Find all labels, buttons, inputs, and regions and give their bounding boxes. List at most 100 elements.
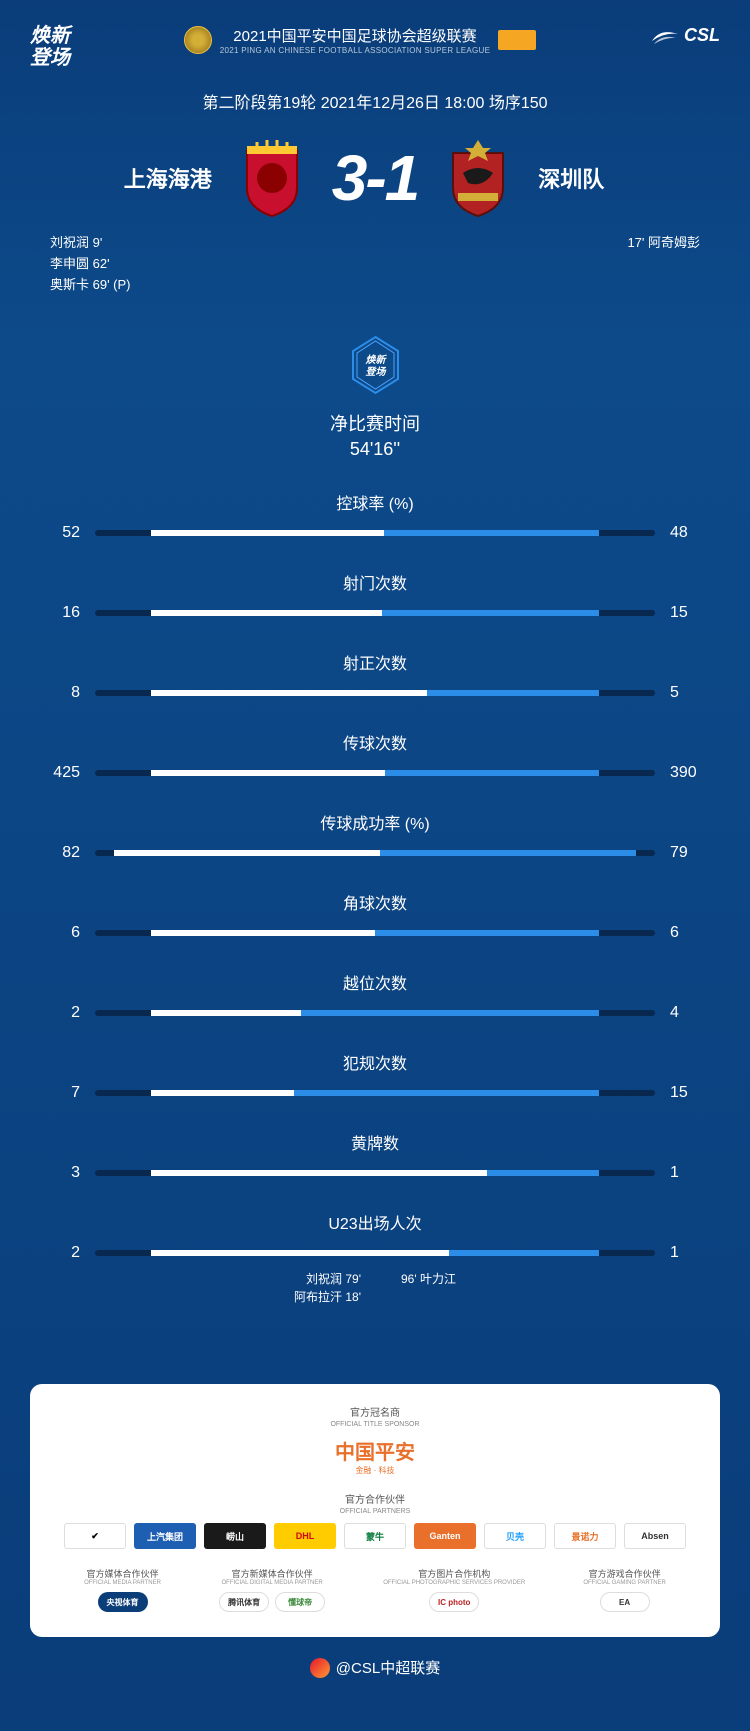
cfa-logo-icon bbox=[184, 26, 212, 54]
stat-row: 传球次数425390 bbox=[45, 730, 705, 782]
partner-badge: 崂山 bbox=[204, 1523, 266, 1549]
hex-badge: 焕新 登场 bbox=[0, 335, 750, 395]
partner-logo: 央视体育 bbox=[98, 1592, 148, 1612]
partner-badge: Ganten bbox=[414, 1523, 476, 1549]
bottom-partner-col: 官方游戏合作伙伴OFFICIAL GAMING PARTNEREA bbox=[583, 1567, 666, 1612]
score-row: 上海海港 3-1 深圳队 bbox=[0, 138, 750, 218]
title-sponsor-sub: OFFICIAL TITLE SPONSOR bbox=[55, 1421, 695, 1428]
stat-label: 控球率 (%) bbox=[45, 490, 705, 514]
stat-row: 角球次数66 bbox=[45, 890, 705, 942]
stat-row: 控球率 (%) 52 48 bbox=[45, 490, 705, 542]
stat-away-value: 390 bbox=[670, 764, 705, 782]
stat-label: 越位次数 bbox=[45, 970, 705, 994]
stat-bar bbox=[95, 1090, 655, 1096]
stat-away-value: 4 bbox=[670, 1004, 705, 1022]
home-team-name: 上海海港 bbox=[112, 162, 212, 194]
partner-row: ✔上汽集团崂山DHL蒙牛Ganten贝壳景诺力Absen bbox=[55, 1523, 695, 1549]
stat-bar bbox=[95, 930, 655, 936]
pingan-logo: 中国平安 bbox=[55, 1436, 695, 1465]
stat-row: 射正次数 8 5 bbox=[45, 650, 705, 702]
partner-logo: 懂球帝 bbox=[275, 1592, 325, 1612]
score: 3-1 bbox=[332, 141, 419, 215]
partner-badge: 上汽集团 bbox=[134, 1523, 196, 1549]
league-header: 2021中国平安中国足球协会超级联赛 2021 PING AN CHINESE … bbox=[70, 25, 650, 60]
title-sponsor: 官方冠名商 OFFICIAL TITLE SPONSOR 中国平安 金融 · 科… bbox=[55, 1404, 695, 1476]
footer: @CSL中超联赛 bbox=[0, 1657, 750, 1713]
stat-label: 射正次数 bbox=[45, 650, 705, 674]
stat-label: U23出场人次 bbox=[45, 1210, 705, 1234]
stat-home-value: 8 bbox=[45, 684, 80, 702]
match-stats-infographic: 焕新 登场 2021中国平安中国足球协会超级联赛 2021 PING AN CH… bbox=[0, 0, 750, 1713]
stat-home-value: 82 bbox=[45, 844, 80, 862]
partner-badge: Absen bbox=[624, 1523, 686, 1549]
stat-bar bbox=[95, 690, 655, 696]
stat-bar bbox=[95, 1170, 655, 1176]
away-crest-icon bbox=[443, 138, 513, 218]
bottom-partners: 官方媒体合作伙伴OFFICIAL MEDIA PARTNER央视体育 官方新媒体合… bbox=[55, 1567, 695, 1612]
net-time: 净比赛时间 54'16'' bbox=[0, 410, 750, 460]
stat-home-value: 52 bbox=[45, 524, 80, 542]
partner-badge: ✔ bbox=[64, 1523, 126, 1549]
league-name: 2021中国平安中国足球协会超级联赛 bbox=[220, 25, 491, 46]
league-sub: 2021 PING AN CHINESE FOOTBALL ASSOCIATIO… bbox=[220, 46, 491, 55]
stat-bar bbox=[95, 1250, 655, 1256]
svg-text:焕新: 焕新 bbox=[365, 354, 387, 366]
stat-row: 越位次数 2 4 bbox=[45, 970, 705, 1022]
stat-away-value: 15 bbox=[670, 604, 705, 622]
stat-away-value: 5 bbox=[670, 684, 705, 702]
partner-badge: 贝壳 bbox=[484, 1523, 546, 1549]
net-time-value: 54'16'' bbox=[0, 439, 750, 460]
bottom-partner-col: 官方图片合作机构OFFICIAL PHOTOGRAPHIC SERVICES P… bbox=[383, 1567, 525, 1612]
stat-home-value: 425 bbox=[45, 764, 80, 782]
svg-text:登场: 登场 bbox=[365, 366, 386, 378]
home-scorers: 刘祝润 9'李申圆 62'奥斯卡 69' (P) bbox=[50, 233, 131, 295]
official-partners: 官方合作伙伴 OFFICIAL PARTNERS ✔上汽集团崂山DHL蒙牛Gan… bbox=[55, 1491, 695, 1549]
stat-bar bbox=[95, 850, 655, 856]
pingan-tagline: 金融 · 科技 bbox=[55, 1465, 695, 1476]
home-score: 3 bbox=[332, 142, 366, 214]
stat-bar bbox=[95, 610, 655, 616]
stat-home-value: 2 bbox=[45, 1244, 80, 1262]
stat-home-value: 2 bbox=[45, 1004, 80, 1022]
bottom-partner-col: 官方媒体合作伙伴OFFICIAL MEDIA PARTNER央视体育 bbox=[84, 1567, 161, 1612]
stat-home-value: 16 bbox=[45, 604, 80, 622]
stat-away-value: 48 bbox=[670, 524, 705, 542]
u23-subs: 刘祝润 79'阿布拉汗 18'96' 叶力江 bbox=[45, 1270, 705, 1306]
csl-swoosh-icon bbox=[650, 26, 680, 46]
partner-badge: DHL bbox=[274, 1523, 336, 1549]
stat-away-value: 1 bbox=[670, 1164, 705, 1182]
stat-row: 犯规次数715 bbox=[45, 1050, 705, 1102]
bottom-partner-col: 官方新媒体合作伙伴OFFICIAL DIGITAL MEDIA PARTNER腾… bbox=[219, 1567, 325, 1612]
stat-label: 犯规次数 bbox=[45, 1050, 705, 1074]
net-time-label: 净比赛时间 bbox=[0, 410, 750, 436]
away-score: 1 bbox=[385, 142, 419, 214]
scorer-line: 奥斯卡 69' (P) bbox=[50, 275, 131, 296]
partner-logo: EA bbox=[600, 1592, 650, 1612]
stat-away-value: 79 bbox=[670, 844, 705, 862]
slogan-l1: 焕新 bbox=[30, 25, 70, 47]
stat-bar bbox=[95, 770, 655, 776]
weibo-text: @CSL中超联赛 bbox=[336, 1657, 440, 1678]
match-info: 第二阶段第19轮 2021年12月26日 18:00 场序150 bbox=[0, 89, 750, 113]
stat-bar bbox=[95, 530, 655, 536]
away-team-name: 深圳队 bbox=[538, 162, 638, 194]
title-sponsor-heading: 官方冠名商 bbox=[55, 1404, 695, 1419]
stat-label: 黄牌数 bbox=[45, 1130, 705, 1154]
stat-label: 角球次数 bbox=[45, 890, 705, 914]
stat-away-value: 1 bbox=[670, 1244, 705, 1262]
stat-away-value: 15 bbox=[670, 1084, 705, 1102]
stat-row: 传球成功率 (%) 82 79 bbox=[45, 810, 705, 862]
stat-row: 射门次数1615 bbox=[45, 570, 705, 622]
scorer-line: 17' 阿奇姆彭 bbox=[627, 233, 700, 254]
stats-section: 控球率 (%)5248射门次数1615射正次数85传球次数425390传球成功率… bbox=[0, 490, 750, 1354]
sponsor-badge-icon bbox=[498, 30, 536, 50]
score-sep: - bbox=[365, 142, 384, 214]
slogan: 焕新 登场 bbox=[30, 25, 70, 69]
stat-label: 传球成功率 (%) bbox=[45, 810, 705, 834]
partner-logo: IC photo bbox=[429, 1592, 479, 1612]
scorer-line: 李申圆 62' bbox=[50, 254, 131, 275]
csl-logo: CSL bbox=[650, 25, 720, 46]
stat-row: U23出场人次 2 1 刘祝润 79'阿布拉汗 18'96' 叶力江 bbox=[45, 1210, 705, 1306]
partner-badge: 景诺力 bbox=[554, 1523, 616, 1549]
csl-text: CSL bbox=[684, 25, 720, 46]
